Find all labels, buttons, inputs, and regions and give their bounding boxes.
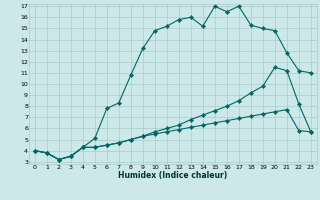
X-axis label: Humidex (Indice chaleur): Humidex (Indice chaleur) — [118, 171, 228, 180]
